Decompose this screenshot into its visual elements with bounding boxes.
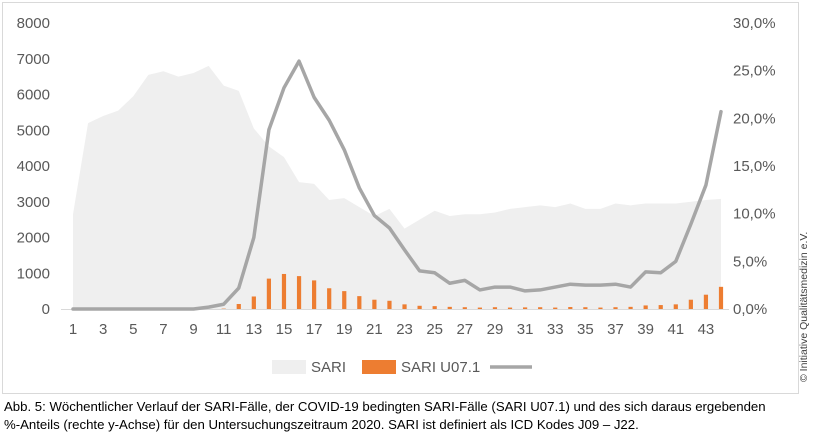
y-left-tick-label: 5000 <box>17 122 50 139</box>
sari-u071-bar <box>281 273 287 309</box>
x-tick-label: 9 <box>189 321 197 338</box>
x-tick-label: 43 <box>698 321 715 338</box>
legend: SARI SARI U07.1 <box>272 359 532 376</box>
sari-u071-bar <box>538 307 543 309</box>
y-left-tick-label: 7000 <box>17 51 50 68</box>
sari-u071-bar <box>568 307 573 309</box>
sari-u071-bar <box>417 305 422 309</box>
sari-u071-bar <box>598 307 603 309</box>
sari-u071-bar <box>462 307 467 309</box>
sari-u071-bar <box>658 305 663 309</box>
sari-u071-bar <box>507 307 513 309</box>
y-right-tick-label: 20,0% <box>733 110 776 127</box>
x-tick-label: 33 <box>547 321 564 338</box>
sari-area <box>73 65 721 310</box>
sari-u071-bar <box>553 307 558 309</box>
sari-u071-bar <box>477 307 482 309</box>
y-axis-right: 0,0% 5,0% 10,0% 15,0% 20,0% 25,0% 30,0% <box>733 15 776 318</box>
sari-u071-bar <box>312 280 317 309</box>
sari-u071-bar <box>688 299 693 309</box>
x-tick-label: 11 <box>216 321 232 338</box>
x-tick-label: 5 <box>129 321 137 338</box>
sari-u071-bar <box>296 276 302 309</box>
sari-u071-bar <box>703 294 709 309</box>
sari-u071-bar <box>387 300 392 309</box>
sari-u071-bar <box>628 306 633 309</box>
sari-u071-bar <box>583 307 588 309</box>
x-tick-label: 21 <box>366 321 383 338</box>
sari-u071-bar <box>236 303 241 309</box>
x-tick-label: 3 <box>99 321 107 338</box>
y-axis-left: 0 1000 2000 3000 4000 5000 6000 7000 8000 <box>17 15 50 318</box>
y-left-tick-label: 6000 <box>17 87 50 104</box>
caption-line-2: %-Anteils (rechte y-Achse) für den Unter… <box>4 417 639 432</box>
sari-u071-bar <box>643 305 648 309</box>
y-right-tick-label: 5,0% <box>733 253 767 270</box>
y-left-tick-label: 2000 <box>17 230 50 247</box>
y-right-tick-label: 15,0% <box>733 158 776 175</box>
y-left-tick-label: 1000 <box>17 265 50 282</box>
x-tick-label: 15 <box>276 321 293 338</box>
figure-caption: Abb. 5: Wöchentlicher Verlauf der SARI-F… <box>4 398 818 434</box>
sari-u071-bar <box>718 286 724 309</box>
legend-label-sari-u071: SARI U07.1 <box>401 359 480 376</box>
sari-u071-bar <box>522 307 528 309</box>
y-right-tick-label: 30,0% <box>733 15 776 32</box>
y-right-tick-label: 0,0% <box>733 301 767 318</box>
y-left-tick-label: 3000 <box>17 194 50 211</box>
legend-swatch-sari <box>272 360 306 374</box>
sari-u071-bar <box>251 296 256 309</box>
percent-line <box>71 59 723 311</box>
x-tick-label: 25 <box>426 321 443 338</box>
sari-u071-bar <box>327 288 332 309</box>
y-left-tick-label: 0 <box>42 301 50 318</box>
sari-u071-bar <box>447 306 452 309</box>
x-tick-label: 35 <box>577 321 594 338</box>
caption-line-1: Abb. 5: Wöchentlicher Verlauf der SARI-F… <box>4 399 766 414</box>
sari-u071-bar <box>432 306 437 309</box>
y-left-tick-label: 8000 <box>17 15 50 32</box>
sari-u071-bar <box>357 296 362 309</box>
percent-line-layer <box>71 59 723 311</box>
copyright-note: © Initiative Qualitätsmedizin e.V. <box>798 231 810 382</box>
x-tick-label: 31 <box>517 321 534 338</box>
sari-u071-bar <box>492 307 498 309</box>
x-axis-ticks: 1 3 5 7 9 11 13 15 17 19 21 23 25 27 29 31 33 35 37 39 41 43 <box>69 321 714 338</box>
y-right-tick-label: 25,0% <box>733 63 776 80</box>
x-tick-label: 13 <box>245 321 262 338</box>
x-tick-label: 17 <box>306 321 323 338</box>
sari-u071-bar <box>372 299 377 309</box>
x-tick-label: 37 <box>607 321 624 338</box>
y-right-tick-label: 10,0% <box>733 206 776 223</box>
sari-u071-bar <box>342 291 347 309</box>
x-tick-label: 39 <box>637 321 654 338</box>
x-tick-label: 29 <box>487 321 504 338</box>
x-tick-label: 27 <box>456 321 473 338</box>
legend-swatch-sari-u071 <box>362 360 396 374</box>
x-tick-label: 7 <box>159 321 167 338</box>
legend-label-sari: SARI <box>311 359 346 376</box>
sari-u071-bar <box>402 304 407 309</box>
sari-u071-bar <box>266 278 272 309</box>
sari-u071-bars <box>221 273 724 309</box>
y-left-tick-label: 4000 <box>17 158 50 175</box>
x-tick-label: 23 <box>396 321 413 338</box>
x-tick-label: 19 <box>336 321 353 338</box>
x-tick-label: 1 <box>69 321 77 338</box>
sari-u071-bar <box>673 304 678 309</box>
sari-u071-bar <box>613 307 618 309</box>
x-tick-label: 41 <box>667 321 684 338</box>
sari-area-layer <box>73 65 721 310</box>
